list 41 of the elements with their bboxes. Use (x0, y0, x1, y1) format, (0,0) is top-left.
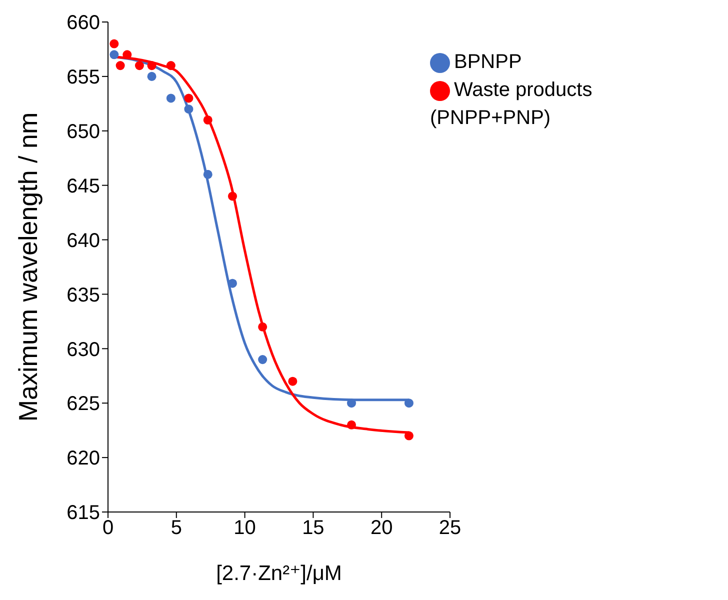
y-tick-label: 640 (66, 230, 100, 252)
y-tick-label: 660 (66, 12, 100, 34)
point (203, 170, 212, 179)
x-tick-label: 25 (438, 517, 462, 540)
x-tick-label: 15 (302, 517, 324, 540)
point (110, 39, 119, 48)
point (134, 61, 144, 70)
point (346, 398, 356, 408)
y-tick-label: 635 (66, 284, 100, 306)
point (258, 322, 268, 332)
point (288, 376, 298, 386)
point (184, 94, 194, 103)
point (166, 61, 176, 70)
y-axis-title: Maximum wavelength / nm (13, 112, 44, 422)
y-tick-label: 625 (66, 393, 100, 416)
point (122, 50, 132, 60)
point (228, 192, 237, 201)
point (203, 115, 212, 125)
point (404, 431, 414, 440)
point (116, 61, 125, 70)
y-tick-label: 645 (66, 175, 100, 198)
point (258, 355, 268, 364)
point (404, 398, 414, 408)
point (147, 61, 156, 70)
point (346, 420, 356, 430)
x-tick-label: 10 (234, 517, 256, 540)
legend-label: Waste products (PNPP+PNP) (430, 79, 592, 129)
point (110, 50, 119, 60)
point (147, 72, 156, 81)
y-tick-label: 620 (66, 448, 100, 470)
y-tick-label: 630 (66, 338, 100, 361)
legend-label: BPNPP (454, 51, 522, 73)
y-tick-label: 650 (66, 120, 100, 143)
x-axis-title: [2.7·Zn²⁺]/μM (216, 562, 342, 585)
point (184, 104, 194, 114)
x-tick-label: 5 (170, 517, 182, 540)
x-tick-label: 20 (370, 517, 393, 540)
point (166, 94, 176, 103)
y-tick-label: 655 (66, 66, 100, 89)
x-tick-label: 0 (102, 517, 114, 540)
y-tick-label: 615 (66, 502, 100, 524)
